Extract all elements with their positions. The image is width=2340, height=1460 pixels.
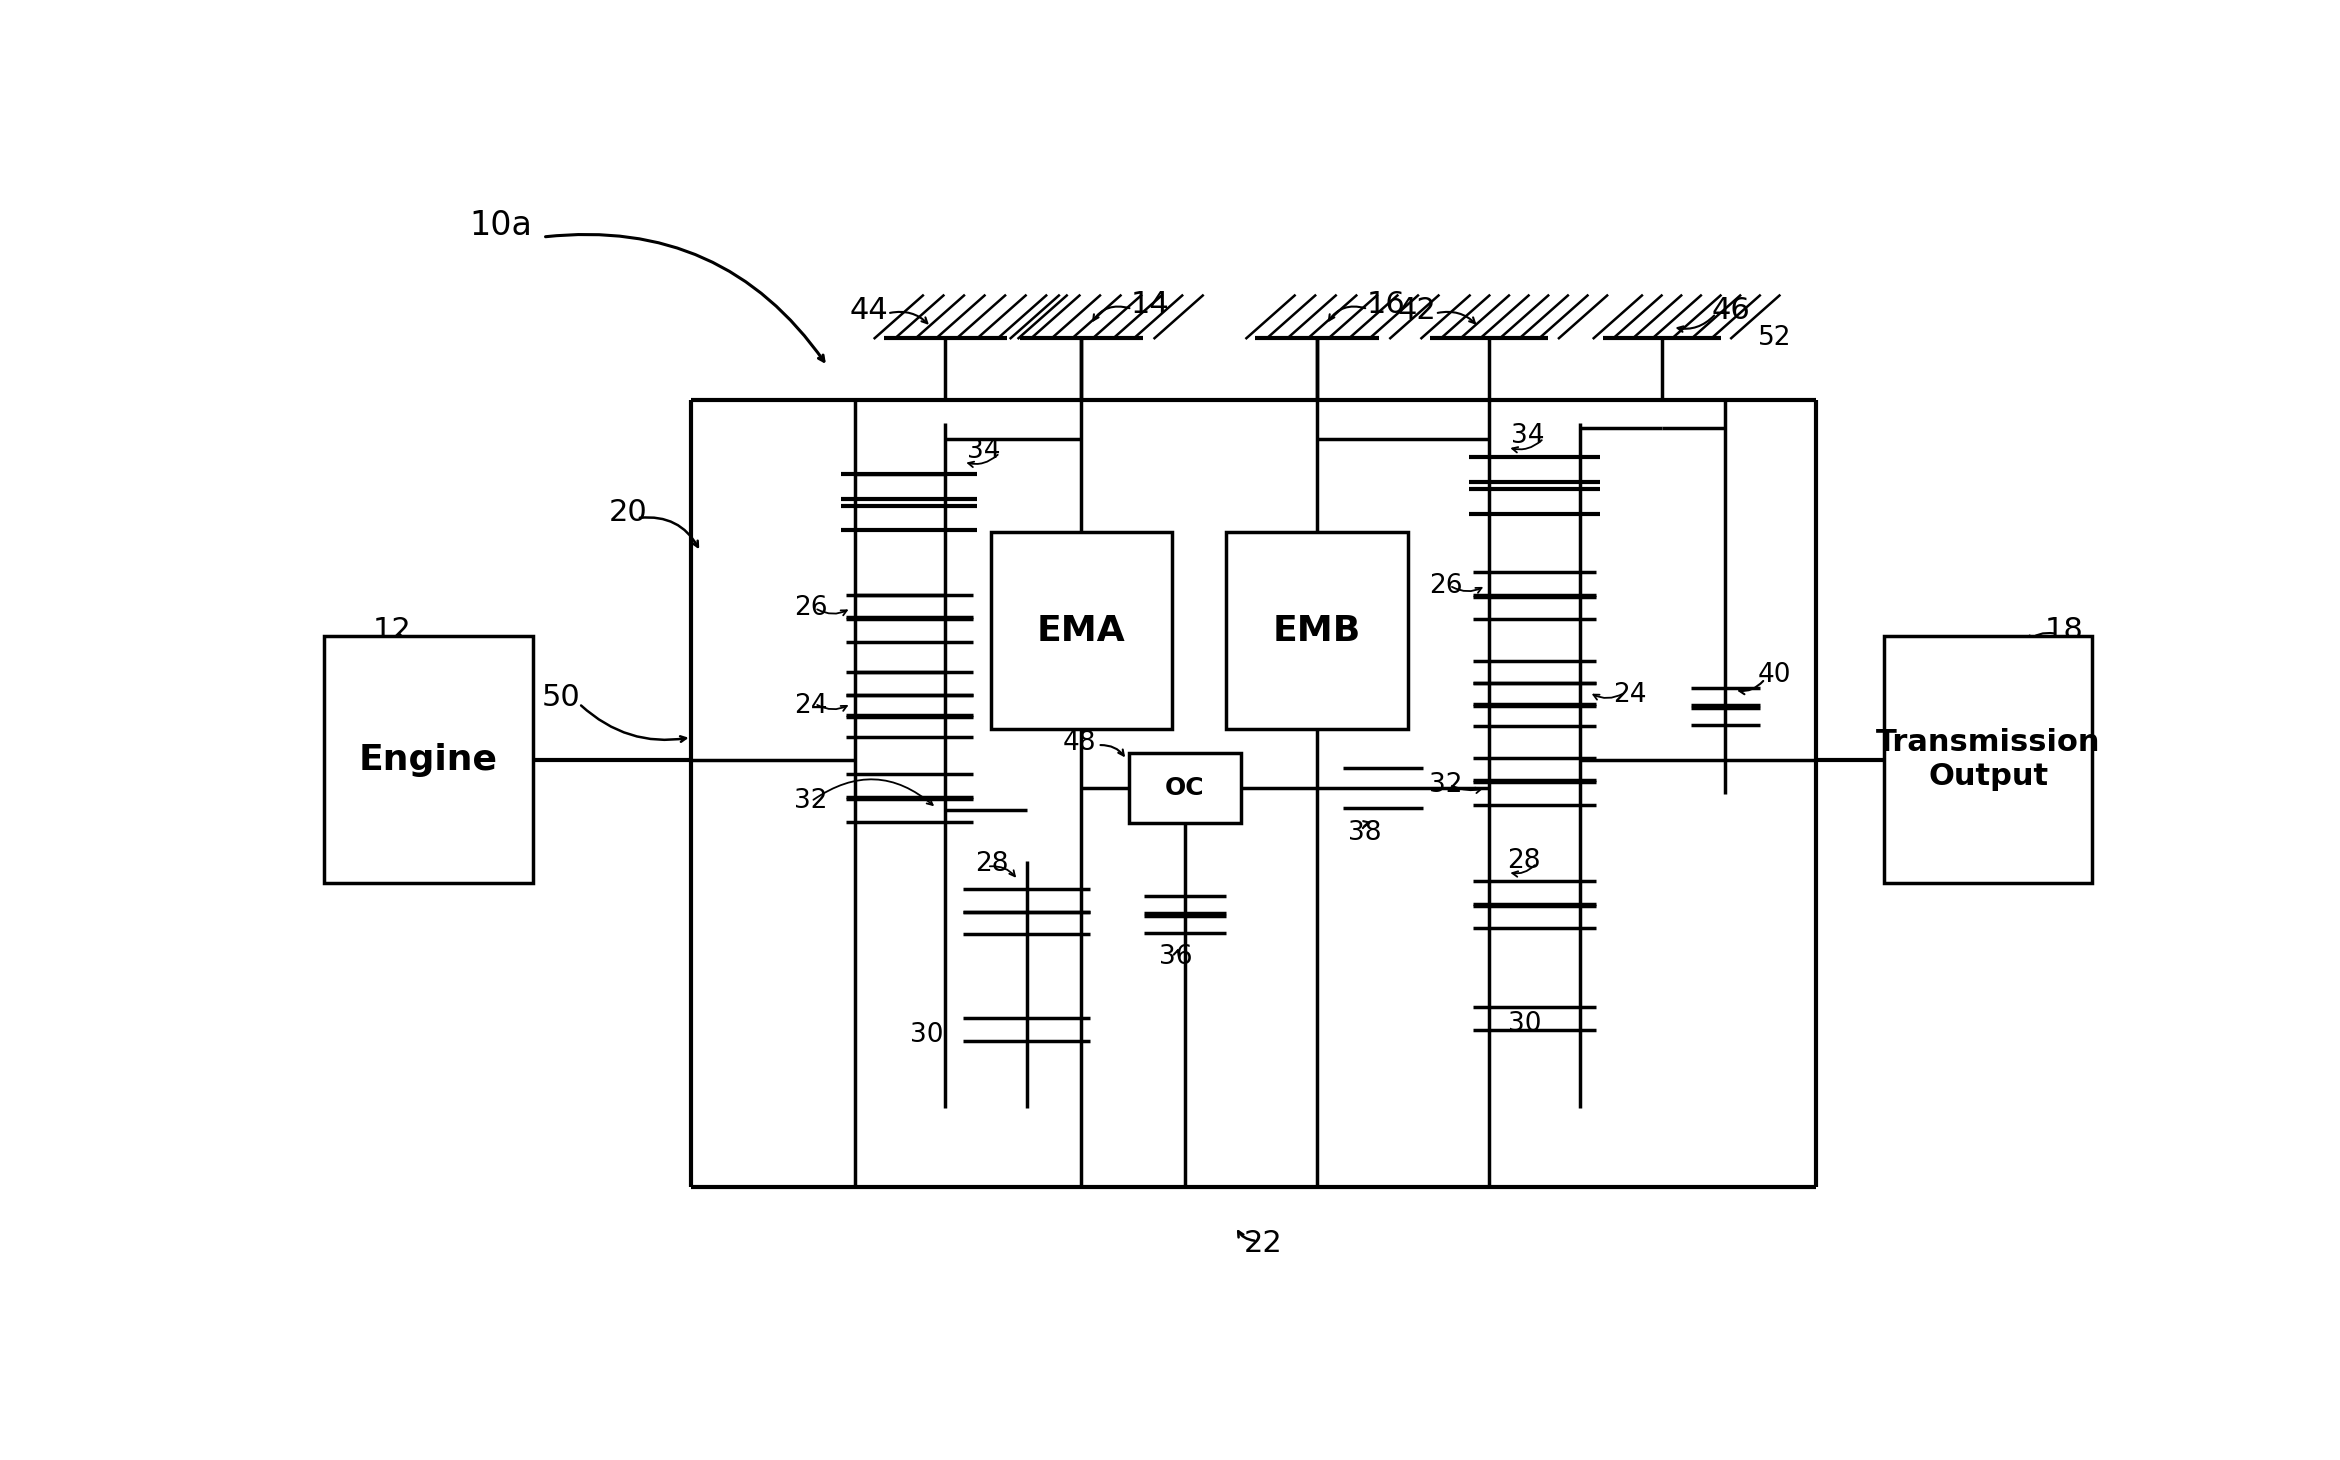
Text: 12: 12	[372, 616, 412, 645]
Text: 14: 14	[1130, 291, 1170, 318]
Text: 32: 32	[1430, 771, 1462, 797]
Bar	[325, 637, 534, 883]
Text: EMB: EMB	[1273, 613, 1362, 647]
Text: 28: 28	[1507, 848, 1542, 875]
Text: 18: 18	[2045, 616, 2083, 645]
Text: 24: 24	[793, 694, 828, 718]
Text: 36: 36	[1158, 943, 1193, 969]
Text: 16: 16	[1367, 291, 1406, 318]
Text: 42: 42	[1397, 295, 1437, 324]
Bar	[990, 531, 1172, 729]
Bar	[1128, 753, 1240, 823]
Text: 26: 26	[793, 596, 828, 620]
Text: 22: 22	[1243, 1229, 1282, 1257]
Text: 10a: 10a	[470, 209, 534, 242]
Text: Transmission
Output: Transmission Output	[1877, 729, 2101, 791]
Text: 26: 26	[1430, 572, 1462, 599]
Text: 30: 30	[1507, 1010, 1542, 1037]
Text: 38: 38	[1348, 821, 1383, 845]
Text: OC: OC	[1165, 775, 1205, 800]
Text: 32: 32	[793, 788, 828, 815]
Text: 46: 46	[1711, 295, 1750, 324]
Text: EMA: EMA	[1037, 613, 1126, 647]
Text: Engine: Engine	[358, 743, 498, 777]
Text: 20: 20	[608, 498, 648, 527]
Text: 34: 34	[1512, 423, 1544, 450]
Text: 40: 40	[1757, 663, 1792, 689]
Text: 48: 48	[1062, 730, 1097, 756]
Text: 44: 44	[849, 295, 889, 324]
Text: 28: 28	[976, 851, 1009, 877]
Text: 24: 24	[1612, 682, 1647, 708]
Bar	[1884, 637, 2092, 883]
Text: 30: 30	[910, 1022, 943, 1048]
Text: 34: 34	[966, 438, 1002, 464]
Bar	[1226, 531, 1409, 729]
Text: 52: 52	[1757, 326, 1792, 352]
Text: 50: 50	[541, 683, 580, 712]
